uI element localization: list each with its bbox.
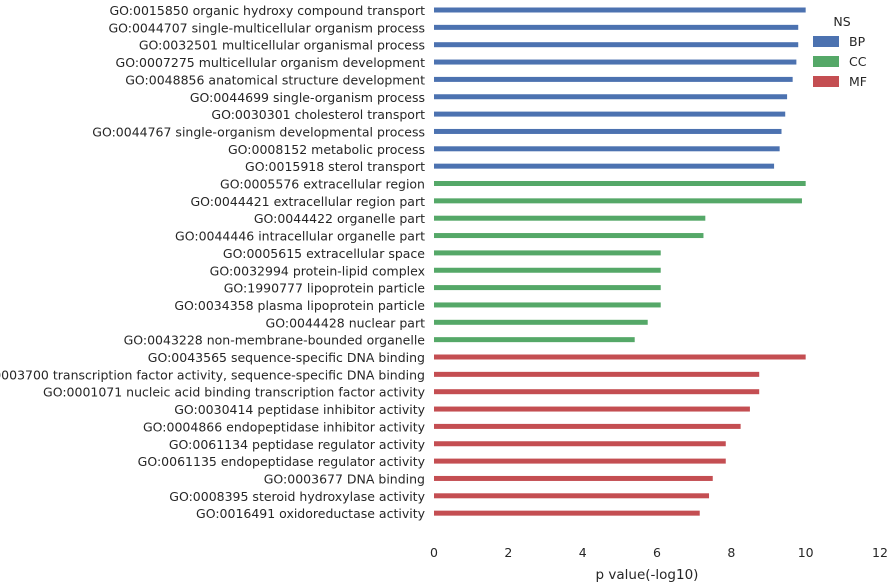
bar-cc (434, 302, 661, 308)
bar-cc (434, 285, 661, 291)
bar-bp (434, 42, 799, 48)
category-label: GO:0044421 extracellular region part (190, 194, 425, 209)
category-label: GO:0061135 endopeptidase regulator activ… (138, 454, 426, 469)
category-label: GO:1990777 lipoprotein particle (224, 281, 426, 296)
category-label: GO:0030414 peptidase inhibitor activity (174, 402, 425, 417)
bar-bp (434, 128, 782, 134)
category-label: GO:0043228 non-membrane-bounded organell… (124, 333, 426, 348)
bar-mf (434, 389, 760, 395)
bar-cc (434, 233, 704, 239)
category-label: GO:0034358 plasma lipoprotein particle (174, 298, 425, 313)
bars-group (434, 7, 806, 516)
category-label: GO:0003700 transcription factor activity… (0, 367, 425, 382)
x-tick-label: 12 (872, 545, 888, 560)
legend-items: BP CC MF (813, 34, 867, 89)
bar-bp (434, 24, 799, 30)
legend-label-mf: MF (849, 74, 867, 89)
category-label: GO:0030301 cholesterol transport (211, 107, 425, 122)
category-label: GO:0005615 extracellular space (223, 246, 425, 261)
category-label: GO:0007275 multicellular organism develo… (116, 55, 426, 70)
bar-bp (434, 146, 780, 152)
category-label: GO:0032501 multicellular organismal proc… (139, 38, 425, 53)
category-label: GO:0044428 nuclear part (266, 315, 426, 330)
legend-swatch-bp (813, 36, 839, 47)
legend-swatch-cc (813, 56, 839, 67)
bar-cc (434, 181, 806, 186)
category-label: GO:0008395 steroid hydroxylase activity (169, 489, 425, 504)
category-label: GO:0044446 intracellular organelle part (175, 229, 425, 244)
category-label: GO:0005576 extracellular region (220, 177, 425, 192)
x-tick-label: 6 (653, 545, 661, 560)
legend-label-bp: BP (849, 34, 866, 49)
x-tick-label: 0 (430, 545, 438, 560)
bar-bp (434, 163, 775, 169)
x-tick-label: 4 (579, 545, 587, 560)
bar-mf (434, 475, 713, 481)
legend-label-cc: CC (849, 54, 867, 69)
bar-cc (434, 250, 661, 256)
bar-bp (434, 59, 797, 65)
x-tick-label: 8 (727, 545, 735, 560)
x-tick-label: 10 (798, 545, 814, 560)
bar-mf (434, 493, 710, 499)
bar-cc (434, 198, 802, 204)
legend-swatch-mf (813, 76, 839, 87)
bar-cc (434, 319, 648, 325)
category-label: GO:0015850 organic hydroxy compound tran… (109, 3, 425, 18)
x-axis-title: p value(-log10) (596, 567, 699, 583)
category-label: GO:0004866 endopeptidase inhibitor activ… (143, 419, 426, 434)
category-label: GO:0044707 single-multicellular organism… (108, 20, 425, 35)
category-label: GO:0043565 sequence-specific DNA binding (148, 350, 425, 365)
bar-mf (434, 371, 760, 377)
legend: NS BP CC MF (813, 14, 867, 89)
category-label: GO:0044767 single-organism developmental… (92, 124, 425, 139)
category-label: GO:0048856 anatomical structure developm… (125, 72, 425, 87)
category-labels-group: GO:0015850 organic hydroxy compound tran… (0, 3, 426, 521)
x-tick-label: 2 (504, 545, 512, 560)
bar-bp (434, 94, 788, 100)
category-label: GO:0015918 sterol transport (245, 159, 425, 174)
bar-cc (434, 267, 661, 273)
category-label: GO:0003677 DNA binding (264, 471, 425, 486)
legend-title: NS (833, 14, 850, 29)
bar-bp (434, 111, 786, 117)
bar-mf (434, 510, 700, 516)
bar-mf (434, 441, 726, 447)
bar-mf (434, 458, 726, 464)
bar-mf (434, 354, 806, 360)
category-label: GO:0016491 oxidoreductase activity (196, 506, 426, 521)
bar-mf (434, 406, 750, 412)
category-label: GO:0044422 organelle part (254, 211, 425, 226)
bar-bp (434, 76, 793, 82)
bar-cc (434, 337, 635, 343)
bar-mf (434, 423, 741, 429)
category-label: GO:0061134 peptidase regulator activity (169, 437, 426, 452)
bar-cc (434, 215, 706, 221)
category-label: GO:0001071 nucleic acid binding transcri… (43, 385, 426, 400)
category-label: GO:0008152 metabolic process (228, 142, 425, 157)
category-label: GO:0044699 single-organism process (190, 90, 425, 105)
category-label: GO:0032994 protein-lipid complex (210, 263, 425, 278)
x-tick-labels-group: 0 2 4 6 8 10 12 (430, 545, 888, 560)
bar-bp (434, 7, 806, 13)
